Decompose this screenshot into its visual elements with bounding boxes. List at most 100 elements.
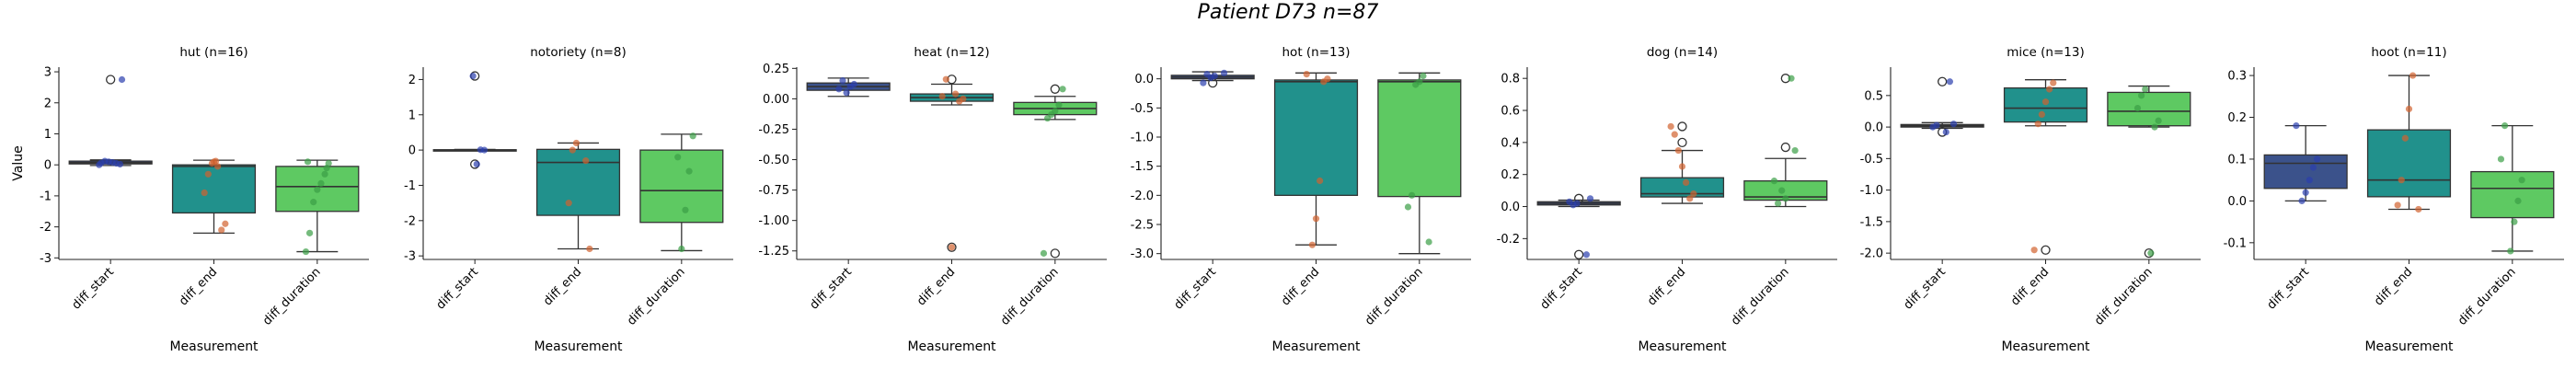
data-point: [1220, 69, 1228, 76]
panel-6: hoot (n=11) -0.1 0.0 0.1 0.2 0.3 diff_start dif…: [2224, 45, 2564, 354]
y-tick-label: 0.2: [2227, 111, 2247, 125]
outlier-marker: [1780, 142, 1790, 153]
panel-4: dog (n=14) -0.2 0.0 0.2 0.4 0.6 0.8 diff_start d…: [1497, 45, 1837, 354]
box-diff_end: [2003, 79, 2088, 255]
data-point: [1678, 163, 1686, 170]
outlier-marker: [947, 242, 957, 252]
data-point: [1770, 178, 1778, 185]
data-point: [572, 139, 581, 147]
y-tick-label: 0.0: [1864, 121, 1883, 135]
panel-5: mice (n=13) -2.0 -1.5 -1.0 -0.5 0.0 0.5 diff_st…: [1860, 45, 2201, 354]
data-point: [2398, 177, 2405, 184]
data-point: [956, 98, 963, 105]
x-tick-label: diff_start: [70, 265, 117, 312]
panel-2: heat (n=12) -1.25 -1.00 -0.75 -0.50 -0.25 0.00…: [758, 45, 1107, 354]
data-point: [2038, 110, 2045, 118]
panel-0: hut (n=16) -3 -2 -1 0 1 2 3 diff_start diff_end di…: [11, 45, 369, 354]
data-point: [1582, 251, 1591, 259]
box-diff_start: [1900, 76, 1984, 137]
y-tick-label: -1.00: [758, 214, 789, 228]
panel-title: hot (n=13): [1282, 45, 1351, 60]
y-tick-label: 0.2: [1501, 168, 1520, 182]
data-point: [1420, 72, 1427, 80]
box-diff_end: [1273, 72, 1359, 246]
data-point: [98, 159, 105, 167]
data-point: [1320, 78, 1328, 86]
data-point: [1929, 123, 1937, 131]
y-axis-label: Value: [11, 145, 26, 180]
box-diff_duration: [639, 133, 724, 252]
data-point: [1303, 71, 1310, 78]
data-point: [118, 75, 126, 84]
x-axis-label: Measurement: [2364, 339, 2454, 354]
box-diff_start: [2263, 124, 2348, 202]
x-tick-label: diff_end: [541, 265, 584, 308]
y-tick-label: -1.25: [758, 245, 789, 259]
data-point: [1200, 79, 1207, 86]
y-tick-label: -3: [404, 250, 416, 264]
data-point: [1566, 198, 1573, 205]
box-diff_duration: [2470, 124, 2555, 252]
data-point: [689, 132, 696, 140]
panel-1: notoriety (n=8) -3 -2 -1 0 1 2 diff_start diff_e…: [404, 45, 733, 354]
data-point: [582, 157, 590, 165]
data-point: [473, 160, 480, 168]
data-point: [469, 72, 477, 80]
data-point: [1412, 81, 1420, 88]
data-point: [586, 245, 593, 253]
data-point: [2030, 247, 2038, 254]
data-point: [2298, 197, 2306, 204]
y-tick-label: 0.3: [2227, 70, 2247, 84]
y-tick-label: 0.5: [1864, 89, 1883, 103]
data-point: [2401, 134, 2409, 142]
data-point: [305, 229, 314, 236]
y-tick-label: -0.5: [1860, 153, 1883, 167]
data-point: [674, 154, 682, 161]
data-point: [1586, 195, 1594, 202]
x-axis-label: Measurement: [2001, 339, 2090, 354]
x-tick-label: diff_duration: [625, 265, 688, 328]
data-point: [477, 146, 484, 154]
y-tick-label: -0.2: [1497, 233, 1520, 247]
y-tick-label: 0.00: [763, 93, 789, 107]
y-tick-label: 0.0: [1501, 201, 1520, 214]
data-point: [2497, 155, 2505, 163]
x-axis-label: Measurement: [534, 339, 623, 354]
data-point: [1043, 114, 1052, 122]
data-point: [565, 200, 572, 207]
data-point: [2309, 164, 2317, 171]
y-tick-label: -0.75: [758, 184, 789, 198]
x-tick-label: diff_start: [2265, 265, 2312, 312]
y-tick-label: -2: [40, 221, 52, 235]
box-diff_end: [1639, 121, 1725, 204]
data-point: [1040, 249, 1048, 257]
y-tick-label: -1.5: [1860, 215, 1883, 229]
x-tick-label: diff_duration: [1363, 265, 1426, 328]
box-diff_duration: [275, 159, 360, 253]
x-axis-label: Measurement: [1271, 339, 1361, 354]
data-point: [1055, 101, 1063, 109]
y-tick-label: 1: [44, 128, 52, 142]
outlier-marker: [2041, 245, 2051, 255]
panel-title: notoriety (n=8): [530, 45, 627, 60]
data-point: [323, 164, 330, 172]
data-point: [1791, 146, 1799, 155]
data-point: [1308, 241, 1316, 248]
data-point: [1778, 187, 1786, 194]
data-point: [839, 76, 846, 85]
data-point: [2409, 72, 2417, 79]
y-tick-label: 2: [44, 97, 52, 110]
data-point: [2147, 249, 2155, 257]
box-iqr: [1273, 79, 1359, 196]
data-point: [222, 220, 229, 227]
box-iqr: [639, 149, 724, 224]
data-point: [2511, 218, 2518, 225]
outlier-marker: [1050, 248, 1060, 259]
box-diff_duration: [1743, 74, 1828, 208]
x-axis-label: Measurement: [169, 339, 259, 354]
x-axis-label: Measurement: [907, 339, 996, 354]
data-point: [310, 199, 317, 206]
data-point: [2133, 104, 2142, 112]
y-tick-label: -1: [40, 190, 52, 203]
x-tick-label: diff_end: [2008, 265, 2052, 308]
